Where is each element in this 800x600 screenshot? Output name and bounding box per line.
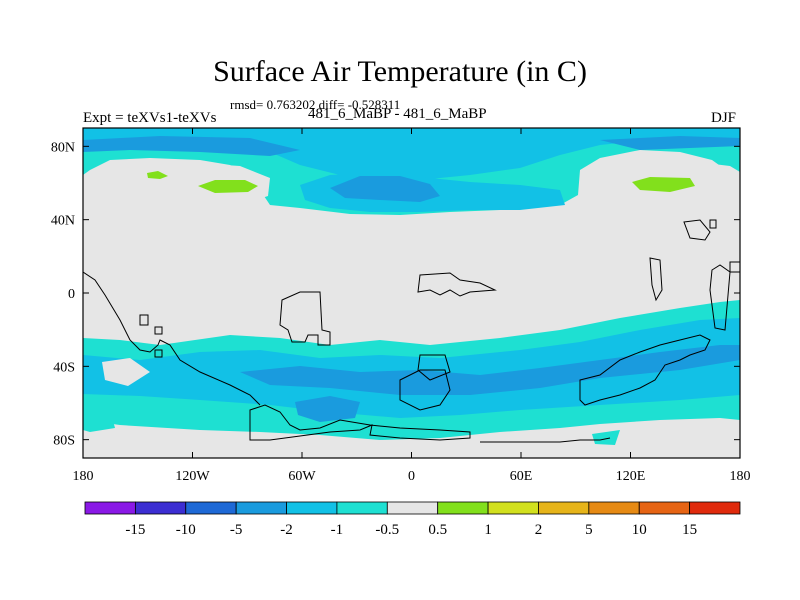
- north-warm-patch-east: [632, 177, 695, 192]
- coast-southern-africa: [417, 354, 451, 381]
- colorbar-label: 1: [484, 522, 492, 538]
- contour-field: [83, 128, 740, 458]
- coastlines: [83, 219, 740, 443]
- coast-pacific-island: [709, 264, 731, 331]
- colorbar-label: 5: [585, 522, 593, 538]
- coast-americas-west: [83, 271, 261, 406]
- north-band-deep: [330, 176, 440, 202]
- colorbar-label: 10: [632, 522, 647, 538]
- y-tick-label: 40S: [53, 360, 75, 375]
- experiment-pair-label: 481_6_MaBP - 481_6_MaBP: [308, 106, 487, 122]
- north-band-deep2: [83, 136, 300, 156]
- coast-antarctica: [249, 404, 471, 441]
- north-band-deep3: [600, 136, 740, 150]
- y-tick-label: 40N: [51, 214, 75, 229]
- colorbar-label: 0.5: [428, 522, 447, 538]
- colorbar-label: -5: [230, 522, 243, 538]
- x-tick-label: 180: [73, 469, 94, 484]
- season-label: DJF: [711, 110, 737, 126]
- colorbar-swatch: [84, 501, 136, 515]
- colorbar-swatch: [134, 501, 187, 515]
- south-patch-light2: [83, 410, 115, 432]
- south-patch-light: [592, 430, 620, 445]
- south-neutral-patch: [102, 358, 150, 386]
- coast-south-pacific: [399, 369, 451, 411]
- colorbar-label: -10: [176, 522, 196, 538]
- colorbar-swatch: [538, 501, 590, 515]
- colorbar-swatch: [638, 501, 691, 515]
- figure-title: Surface Air Temperature (in C): [213, 55, 587, 88]
- colorbar-swatch: [437, 501, 489, 515]
- south-band-deep: [240, 345, 740, 395]
- coast-island-2: [154, 326, 163, 335]
- x-tick-label: 60W: [288, 469, 316, 484]
- south-band-deep2: [295, 396, 360, 422]
- coast-east-asia-2: [683, 219, 711, 241]
- south-band-mid: [83, 318, 740, 418]
- coast-africa: [417, 272, 497, 297]
- y-tick-label: 80S: [53, 434, 75, 449]
- colorbar-label: -0.5: [375, 522, 399, 538]
- coast-island-5: [729, 261, 740, 273]
- colorbar-label: -15: [125, 522, 145, 538]
- x-tick-label: 120E: [616, 469, 646, 484]
- colorbar-swatch: [689, 501, 741, 515]
- colorbar-swatch: [235, 501, 287, 515]
- coast-east-asia: [649, 257, 663, 302]
- colorbar-swatch: [386, 501, 439, 515]
- stats-line: rmsd= 0.763202 diff= -0.528311: [230, 97, 401, 112]
- colorbar-swatch: [487, 501, 539, 515]
- colorbar-label: -1: [331, 522, 344, 538]
- colorbar-swatch: [286, 501, 338, 515]
- colorbar-label: -2: [280, 522, 293, 538]
- coast-antarctic-shelf: [480, 437, 611, 443]
- colorbar: -15 -10 -5 -2 -1 -0.5 0.5 1 2 5 10 15: [84, 501, 741, 538]
- colorbar-label: 15: [682, 522, 697, 538]
- y-tick-label: 80N: [51, 140, 75, 155]
- colorbar-swatch: [185, 501, 237, 515]
- coast-island-4: [709, 219, 717, 229]
- x-tick-label: 0: [408, 469, 415, 484]
- coast-island-1: [139, 314, 149, 326]
- coast-australia: [579, 334, 711, 406]
- x-tick-label: 180: [730, 469, 751, 484]
- coast-south-america: [279, 291, 331, 346]
- x-tick-label: 60E: [510, 469, 533, 484]
- colorbar-swatch: [336, 501, 388, 515]
- south-neutral-bottom: [83, 418, 740, 458]
- north-warm-patch-small: [147, 171, 168, 179]
- x-tick-label: 120W: [175, 469, 210, 484]
- coast-island-3: [154, 349, 163, 358]
- y-axis: 80N 40N 0 40S 80S: [51, 140, 740, 449]
- experiment-label: Expt = teXVs1-teXVs: [83, 110, 217, 126]
- colorbar-swatch: [588, 501, 640, 515]
- y-tick-label: 0: [68, 287, 75, 302]
- x-axis: 180 120W 60W 0 60E 120E 180: [73, 128, 751, 484]
- north-warm-patch-west: [198, 180, 258, 193]
- colorbar-label: 2: [535, 522, 543, 538]
